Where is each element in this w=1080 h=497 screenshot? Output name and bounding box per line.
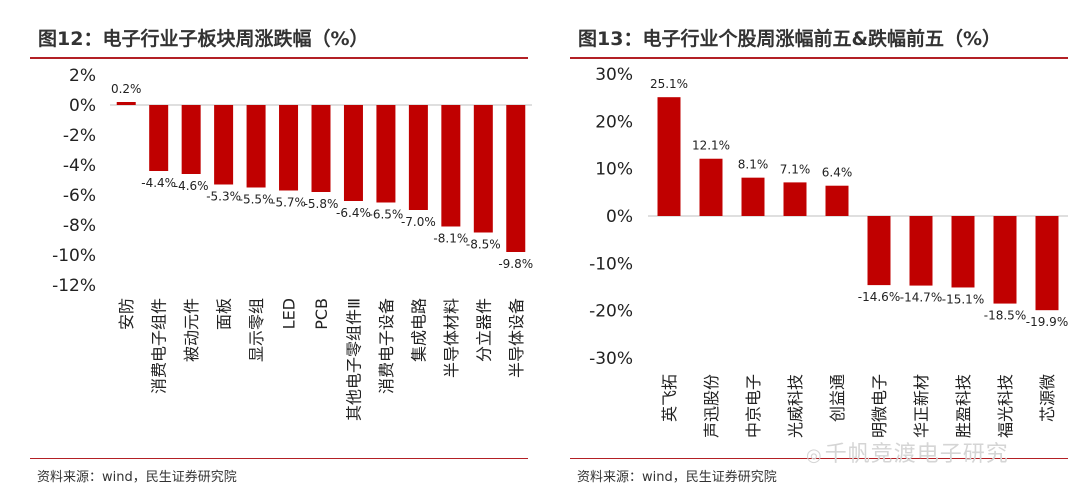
category-label: 安防 <box>117 298 136 330</box>
bar-value-label: -9.8% <box>498 257 533 271</box>
category-label: 中京电子 <box>744 374 763 438</box>
bar-value-label: -6.4% <box>336 206 371 220</box>
bar <box>441 105 461 227</box>
category-label: 面板 <box>215 298 234 330</box>
bar <box>741 177 765 216</box>
sector-weekly-change-chart: 2% 0% -2% -4% -6% -8% -10% -12% 0.2% 安防 -4.4% 消费电子组… <box>52 66 533 421</box>
category-label: 半导体材料 <box>442 298 461 378</box>
category-label: 消费电子组件 <box>150 298 169 394</box>
bar <box>783 182 807 216</box>
bar <box>116 102 136 105</box>
y-tick-label: 20% <box>595 112 633 132</box>
bar-value-label: -19.9% <box>1026 315 1068 329</box>
bar <box>181 105 201 174</box>
bar <box>951 216 975 288</box>
bar-value-label: -18.5% <box>984 309 1026 323</box>
bar <box>473 105 493 233</box>
bar <box>214 105 234 185</box>
bar <box>867 216 891 286</box>
bar-value-label: 8.1% <box>738 158 769 172</box>
y-tick-label: -20% <box>589 302 633 322</box>
category-label: LED <box>280 298 299 329</box>
bar <box>909 216 933 286</box>
bar-value-label: -6.5% <box>369 208 404 222</box>
source-note: 资料来源：wind，民生证券研究院 <box>577 470 777 485</box>
y-tick-label: 30% <box>595 65 633 85</box>
bar <box>246 105 266 188</box>
title-rule <box>570 57 1068 59</box>
y-tick-label: 2% <box>69 66 96 86</box>
y-tick-label: 0% <box>606 207 633 227</box>
title-rule <box>30 57 528 59</box>
category-label: 明微电子 <box>870 374 889 438</box>
left-chart-panel: 图12：电子行业子板块周涨跌幅（%） 2% 0% -2% -4% -6% -8% -10% -… <box>30 28 533 485</box>
category-label: 被动元件 <box>182 298 201 362</box>
y-tick-label: -10% <box>52 246 96 266</box>
y-tick-label: -30% <box>589 349 633 369</box>
bar <box>408 105 428 210</box>
bar <box>376 105 396 203</box>
bar-value-label: 7.1% <box>780 162 811 176</box>
bar-value-label: -5.3% <box>206 190 241 204</box>
bar <box>149 105 169 171</box>
bar <box>993 216 1017 304</box>
bar-value-label: 0.2% <box>111 82 142 96</box>
category-label: 华正新材 <box>912 374 931 438</box>
category-label: 胜盈科技 <box>954 374 973 438</box>
category-label: 显示零组 <box>247 298 266 362</box>
category-label: 芯源微 <box>1038 374 1057 422</box>
category-label: 半导体设备 <box>507 298 526 378</box>
category-label: 其他电子零组件Ⅲ <box>344 298 363 421</box>
bar <box>825 185 849 216</box>
category-label: 分立器件 <box>474 298 493 362</box>
bar-value-label: -8.5% <box>466 238 501 252</box>
category-label: 创益通 <box>828 374 847 422</box>
bar <box>311 105 331 192</box>
y-tick-label: -2% <box>63 126 96 146</box>
stock-top-movers-chart: 30% 20% 10% 0% -10% -20% -30% 25.1% 英飞拓 12.1% 声迅股份… <box>589 65 1068 438</box>
bar-value-label: -7.0% <box>401 215 436 229</box>
bar-value-label: -14.7% <box>900 291 942 305</box>
bottom-rule <box>570 458 1068 459</box>
bar-value-label: -5.5% <box>239 193 274 207</box>
bar-value-label: -15.1% <box>942 292 984 306</box>
y-tick-label: -8% <box>63 216 96 236</box>
bar-value-label: -14.6% <box>858 290 900 304</box>
source-note: 资料来源：wind，民生证券研究院 <box>37 470 237 485</box>
category-label: 声迅股份 <box>702 374 721 438</box>
watermark-text: 千帆竞渡电子研究 <box>824 442 1009 467</box>
right-chart-panel: 图13：电子行业个股周涨幅前五&跌幅前五（%） 30% 20% 10% 0% -10% -… <box>540 0 1080 497</box>
bar-value-label: -5.7% <box>271 196 306 210</box>
y-tick-label: -12% <box>52 276 96 296</box>
bar <box>1035 216 1059 311</box>
y-tick-label: -4% <box>63 156 96 176</box>
bar-value-label: 12.1% <box>692 139 730 153</box>
watermark: ◎千帆竞渡电子研究 <box>806 436 1009 468</box>
chart-title: 图13：电子行业个股周涨幅前五&跌幅前五（%） <box>578 28 1002 50</box>
bar <box>343 105 363 201</box>
bar-value-label: 6.4% <box>822 166 853 180</box>
y-tick-label: -6% <box>63 186 96 206</box>
category-label: 福光科技 <box>996 374 1015 438</box>
bar-value-label: -4.6% <box>174 179 209 193</box>
category-label: PCB <box>312 298 331 330</box>
category-label: 光威科技 <box>786 374 805 438</box>
category-label: 消费电子设备 <box>377 298 396 394</box>
bottom-rule <box>30 458 528 459</box>
bar-value-label: -5.8% <box>304 197 339 211</box>
bar-value-label: 25.1% <box>650 77 688 91</box>
bar <box>506 105 526 252</box>
bar-value-label: -8.1% <box>433 232 468 246</box>
bar <box>279 105 299 191</box>
y-tick-label: -10% <box>589 254 633 274</box>
y-tick-label: 10% <box>595 160 633 180</box>
bar-value-label: -4.4% <box>141 176 176 190</box>
chart-title: 图12：电子行业子板块周涨跌幅（%） <box>38 28 369 50</box>
category-label: 英飞拓 <box>660 374 679 422</box>
y-tick-label: 0% <box>69 96 96 116</box>
bar <box>699 158 723 216</box>
category-label: 集成电路 <box>409 298 428 362</box>
bar <box>657 97 681 216</box>
wechat-icon: ◎ <box>806 445 823 466</box>
